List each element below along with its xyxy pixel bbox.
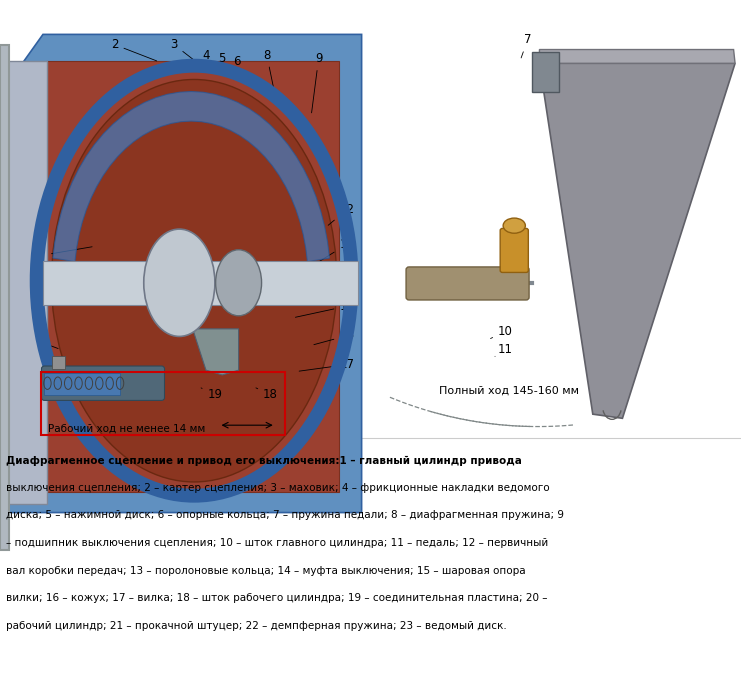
Text: 9: 9 <box>311 52 322 113</box>
Text: 16: 16 <box>314 330 354 345</box>
Text: 12: 12 <box>328 204 354 225</box>
Text: 15: 15 <box>296 300 354 317</box>
Text: Полный ход 145-160 мм: Полный ход 145-160 мм <box>439 386 579 396</box>
FancyBboxPatch shape <box>532 52 559 92</box>
Polygon shape <box>0 45 9 550</box>
Polygon shape <box>53 92 330 261</box>
Text: 2: 2 <box>111 39 157 61</box>
Text: 14: 14 <box>310 269 354 290</box>
Polygon shape <box>539 63 735 418</box>
FancyBboxPatch shape <box>4 61 47 504</box>
Text: диска; 5 – нажимной диск; 6 – опорные кольца; 7 – пружина педали; 8 – диафрагмен: диска; 5 – нажимной диск; 6 – опорные ко… <box>6 510 564 521</box>
Text: 19: 19 <box>201 388 222 401</box>
FancyBboxPatch shape <box>52 356 65 369</box>
Text: 10: 10 <box>491 325 513 338</box>
FancyBboxPatch shape <box>43 261 358 305</box>
Text: – подшипник выключения сцепления; 10 – шток главного цилиндра; 11 – педаль; 12 –: – подшипник выключения сцепления; 10 – ш… <box>6 538 548 548</box>
Text: вал коробки передач; 13 – поролоновые кольца; 14 – муфта выключения; 15 – шарова: вал коробки передач; 13 – поролоновые ко… <box>6 566 525 576</box>
Text: 1: 1 <box>410 268 434 280</box>
Text: 13: 13 <box>319 238 354 261</box>
FancyBboxPatch shape <box>44 373 120 395</box>
Text: 20: 20 <box>31 365 64 379</box>
Polygon shape <box>46 61 339 492</box>
Text: 8: 8 <box>263 49 273 88</box>
Text: 23: 23 <box>31 247 92 262</box>
FancyBboxPatch shape <box>41 366 165 400</box>
FancyBboxPatch shape <box>500 228 528 272</box>
Text: 17: 17 <box>299 358 354 371</box>
Text: 6: 6 <box>233 56 247 75</box>
Polygon shape <box>193 329 239 375</box>
Text: Диафрагменное сцепление и привод его выключения:1 – главный цилиндр привода: Диафрагменное сцепление и привод его вык… <box>6 455 522 466</box>
Polygon shape <box>4 34 362 513</box>
Text: выключения сцепления; 2 – картер сцепления; 3 – маховик; 4 – фрикционные накладк: выключения сцепления; 2 – картер сцеплен… <box>6 483 550 493</box>
Polygon shape <box>539 50 735 63</box>
Ellipse shape <box>216 250 262 316</box>
Text: 11: 11 <box>495 343 513 356</box>
Text: Рабочий ход не менее 14 мм: Рабочий ход не менее 14 мм <box>48 424 205 434</box>
Text: 21: 21 <box>31 335 58 349</box>
Ellipse shape <box>51 80 336 482</box>
Text: вилки; 16 – кожух; 17 – вилка; 18 – шток рабочего цилиндра; 19 – соединительная : вилки; 16 – кожух; 17 – вилка; 18 – шток… <box>6 593 548 603</box>
Ellipse shape <box>144 229 215 336</box>
Ellipse shape <box>503 218 525 233</box>
Text: рабочий цилиндр; 21 – прокачной штуцер; 22 – демпферная пружина; 23 – ведомый ди: рабочий цилиндр; 21 – прокачной штуцер; … <box>6 621 507 631</box>
Text: 4: 4 <box>202 49 217 70</box>
Text: 3: 3 <box>170 39 194 61</box>
Text: 7: 7 <box>521 34 531 58</box>
Text: 18: 18 <box>256 388 278 401</box>
FancyBboxPatch shape <box>406 267 529 300</box>
Text: 22: 22 <box>56 281 112 294</box>
Text: 5: 5 <box>219 52 232 74</box>
